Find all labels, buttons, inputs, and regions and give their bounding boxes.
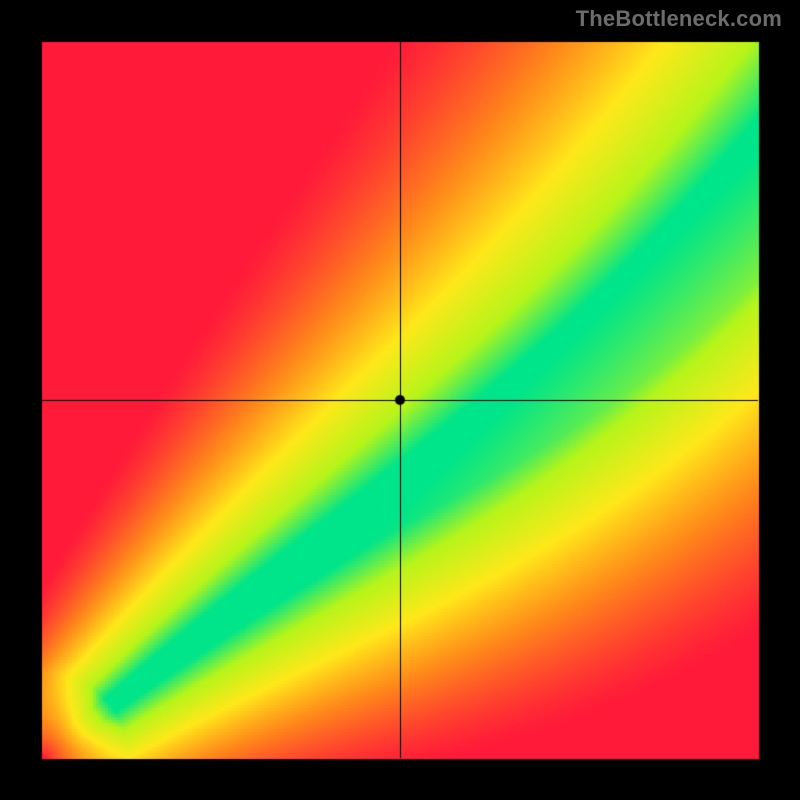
bottleneck-heatmap xyxy=(0,0,800,800)
watermark-label: TheBottleneck.com xyxy=(576,6,782,32)
